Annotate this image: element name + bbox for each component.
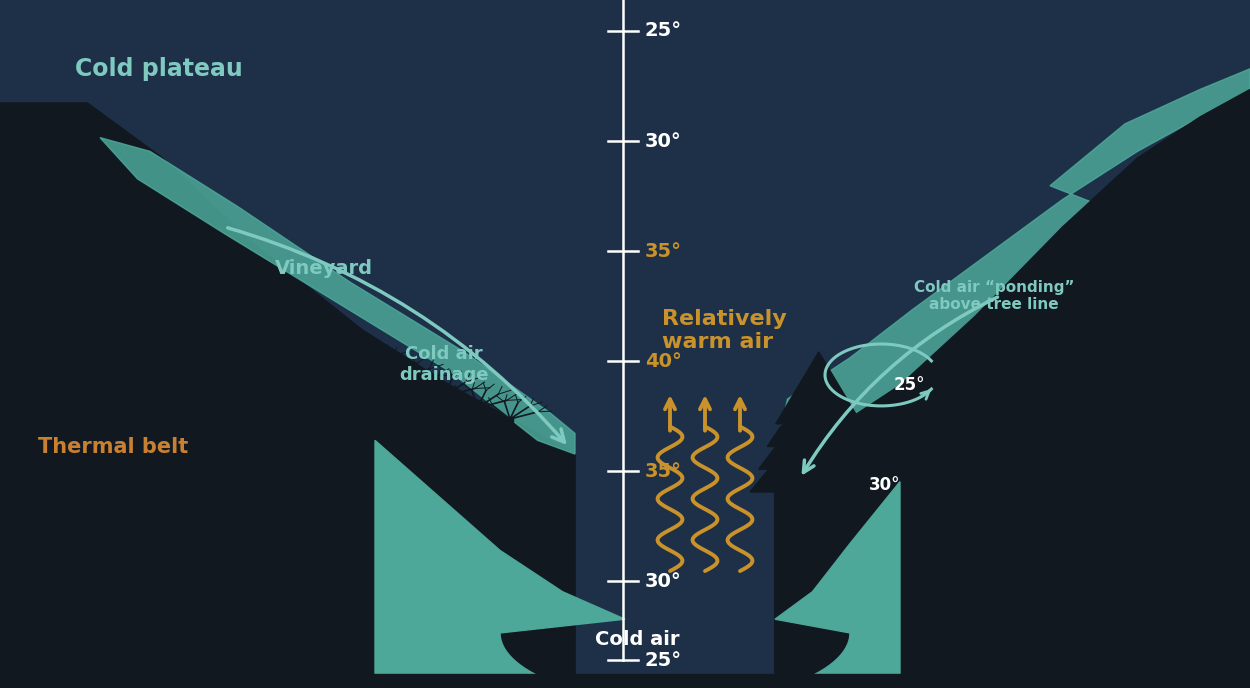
- Text: 25°: 25°: [645, 21, 682, 41]
- Polygon shape: [898, 427, 902, 447]
- Polygon shape: [0, 103, 575, 688]
- Polygon shape: [768, 371, 870, 447]
- Polygon shape: [750, 409, 888, 492]
- Polygon shape: [375, 440, 900, 688]
- Text: Cold air: Cold air: [595, 630, 680, 649]
- Polygon shape: [240, 327, 248, 354]
- Text: Relatively
warm air: Relatively warm air: [662, 309, 788, 352]
- Polygon shape: [365, 369, 372, 394]
- Text: 30°: 30°: [645, 131, 681, 151]
- Polygon shape: [929, 414, 934, 433]
- Text: 25°: 25°: [894, 376, 925, 394]
- Text: Cold air “ponding”
above tree line: Cold air “ponding” above tree line: [914, 279, 1074, 312]
- Polygon shape: [0, 310, 575, 688]
- Polygon shape: [775, 89, 1250, 688]
- Polygon shape: [0, 674, 1250, 688]
- Text: Thermal belt: Thermal belt: [38, 437, 188, 458]
- Text: Cold air
drainage: Cold air drainage: [399, 345, 489, 384]
- Polygon shape: [402, 381, 410, 405]
- Polygon shape: [776, 352, 861, 424]
- Text: 40°: 40°: [645, 352, 682, 371]
- Text: 35°: 35°: [645, 462, 682, 481]
- Polygon shape: [775, 69, 1250, 454]
- Polygon shape: [866, 439, 871, 461]
- Text: 30°: 30°: [869, 476, 900, 494]
- Polygon shape: [810, 474, 828, 499]
- Polygon shape: [324, 356, 331, 380]
- Text: Vineyard: Vineyard: [275, 259, 372, 278]
- Text: 25°: 25°: [645, 651, 682, 670]
- Polygon shape: [100, 138, 575, 454]
- Text: 30°: 30°: [645, 572, 681, 591]
- Polygon shape: [475, 405, 480, 427]
- Polygon shape: [0, 103, 575, 688]
- Text: Cold plateau: Cold plateau: [75, 57, 242, 80]
- Polygon shape: [284, 342, 291, 368]
- Polygon shape: [958, 402, 962, 420]
- Polygon shape: [508, 417, 512, 437]
- Polygon shape: [775, 89, 1250, 688]
- Polygon shape: [759, 389, 879, 469]
- Polygon shape: [441, 394, 446, 416]
- Text: 35°: 35°: [645, 241, 682, 261]
